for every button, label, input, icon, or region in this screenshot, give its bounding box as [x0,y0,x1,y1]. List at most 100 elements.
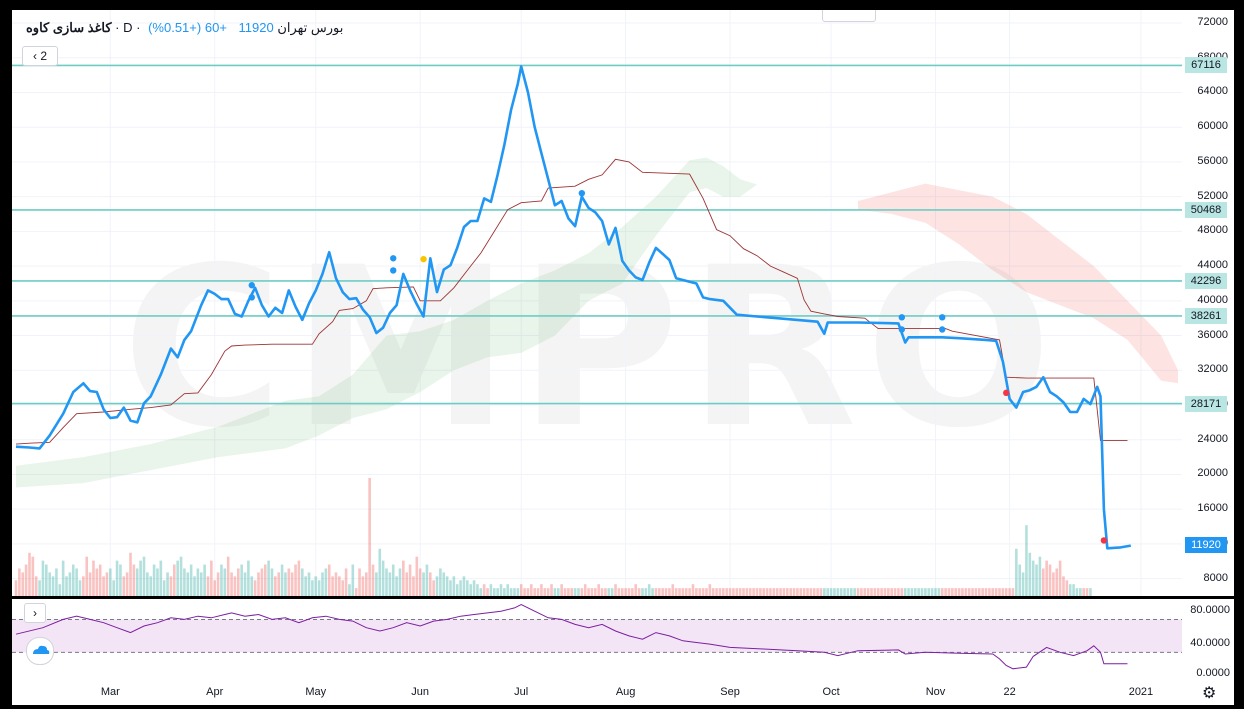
volume-bar [462,576,466,596]
legend-change: +60 (+0.51%) [148,20,227,35]
volume-bar [425,564,429,596]
volume-bar [24,564,28,596]
signal-marker[interactable] [1100,537,1108,544]
signal-marker[interactable] [939,314,946,321]
volume-bar [1089,588,1092,596]
volume-bar [627,588,631,596]
volume-bar [594,588,597,596]
volume-bar [526,588,530,596]
collapse-indicators-button[interactable]: ‹ 2 [22,46,58,66]
time-tick-label: Oct [822,686,840,698]
volume-bar [354,588,358,596]
signal-marker[interactable] [390,267,397,274]
volume-bar [31,556,35,596]
volume-bar [341,580,345,596]
signal-marker[interactable] [578,189,586,197]
volume-bar [294,564,297,596]
volume-bar [944,588,947,596]
price-line[interactable] [15,65,1132,550]
volume-bar [1001,588,1005,596]
volume-bar [216,572,220,596]
volume-bar [604,588,607,596]
volume-bar [711,588,715,596]
toolbar-stub[interactable] [822,10,876,22]
volume-bar [735,588,739,596]
signal-marker[interactable] [1003,389,1010,397]
volume-bar [18,568,21,596]
legend-separator: · [115,20,124,35]
price-chart-svg[interactable] [12,10,1182,596]
main-chart-pane[interactable]: CMPRO کاغذ سازی کاوه · D · بورس تهران 11… [12,10,1182,596]
level-price-label: 38261 [1185,307,1227,324]
time-tick-label: 2021 [1128,686,1154,698]
volume-bar [368,478,371,596]
rsi-line[interactable] [15,604,1128,670]
volume-bar [708,584,712,596]
volume-bar [236,568,240,596]
price-tick-label: 52000 [1197,189,1228,202]
signal-marker[interactable] [390,255,397,262]
signal-marker[interactable] [248,294,255,301]
volume-bar [533,588,536,596]
volume-bar [270,568,274,596]
volume-bar [206,576,210,596]
volume-bar [105,572,109,596]
volume-bar [839,588,843,596]
rsi-collapse-button[interactable]: › [24,603,46,623]
volume-bar [287,568,291,596]
cloud-logo-icon[interactable] [26,637,54,665]
signal-marker[interactable] [898,326,906,333]
volume-bar [940,588,944,596]
signal-marker[interactable] [420,255,427,263]
legend-interval[interactable]: D [123,20,133,35]
rsi-pane[interactable]: › [12,599,1182,681]
signal-marker[interactable] [898,314,906,321]
volume-bar [742,588,745,596]
volume-bar [546,588,550,596]
chevron-right-icon: › [33,606,37,620]
settings-corner[interactable]: ⚙ [1182,681,1234,705]
volume-bar [41,560,45,596]
indicator-count: 2 [40,49,48,63]
volume-bar [843,588,846,596]
gear-icon[interactable]: ⚙ [1202,685,1217,702]
volume-bar [159,560,163,596]
volume-bar [378,548,382,596]
volume-bar [1079,588,1082,596]
volume-bar [903,588,907,596]
volume-bar [98,564,102,596]
volume-bar [1004,588,1008,596]
volume-bar [297,560,301,596]
legend-symbol[interactable]: کاغذ سازی کاوه [26,20,112,35]
volume-bar [644,588,648,596]
signal-marker[interactable] [248,282,255,289]
volume-bar [917,588,920,596]
signal-marker[interactable] [939,326,946,333]
time-tick-label: Mar [100,686,120,698]
volume-bar [196,568,200,596]
volume-bar [910,588,914,596]
volume-bar [129,552,132,596]
volume-bar [210,560,213,596]
volume-bar [792,588,796,596]
time-tick-label: 22 [1003,686,1016,698]
volume-bar [233,576,237,596]
current-price-label: 11920 [1185,536,1227,553]
time-axis[interactable]: Mar Apr May Jun Jul Aug Sep Oct Nov 22 2021 [12,681,1182,705]
volume-bar [846,588,850,596]
time-tick-label: Jul [514,686,529,698]
volume-bar [61,560,65,596]
volume-bar [418,568,422,596]
rsi-chart-svg[interactable] [12,599,1182,681]
volume-bar [819,588,823,596]
volume-bar [405,572,409,596]
rsi-axis[interactable]: 80.0000 40.0000 0.0000 [1182,599,1234,681]
volume-bar [759,588,762,596]
volume-bar [132,564,136,596]
volume-bar [836,588,840,596]
volume-bar [991,588,995,596]
price-tick-label: 56000 [1197,154,1228,167]
price-tick-label: 44000 [1197,259,1228,272]
volume-bar [250,576,254,596]
price-axis[interactable]: 7200068000640006000056000520004800044000… [1182,10,1234,596]
